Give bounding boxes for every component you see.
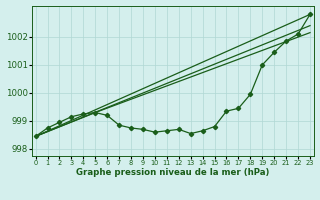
X-axis label: Graphe pression niveau de la mer (hPa): Graphe pression niveau de la mer (hPa) [76, 168, 269, 177]
